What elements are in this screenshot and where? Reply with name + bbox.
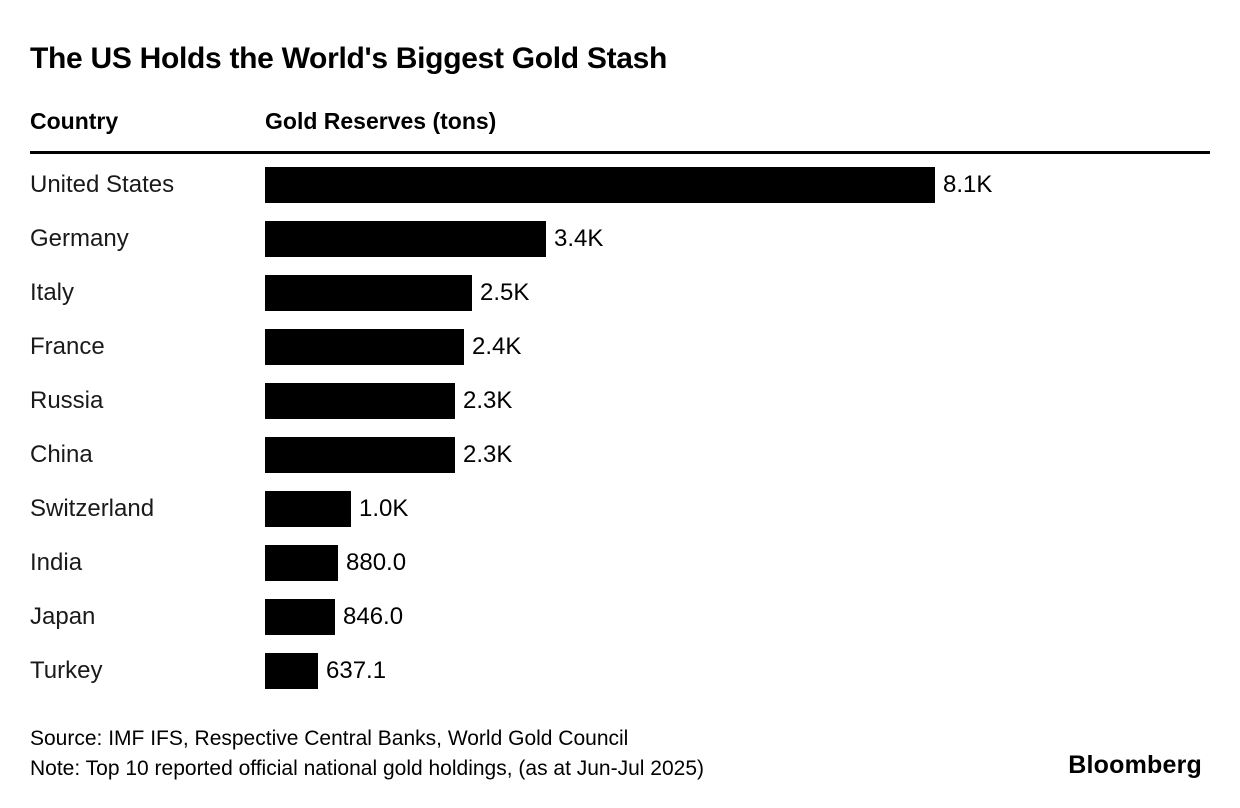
bloomberg-logo: Bloomberg <box>1068 751 1202 779</box>
chart-footer: Source: IMF IFS, Respective Central Bank… <box>30 724 1210 784</box>
bar <box>265 167 935 203</box>
note-text: Note: Top 10 reported official national … <box>30 757 704 780</box>
country-label: China <box>30 441 93 468</box>
country-label: Japan <box>30 603 96 630</box>
chart-row: Japan 846.0 <box>30 590 1210 644</box>
value-label: 880.0 <box>346 549 407 576</box>
bar-wrap: 8.1K <box>265 167 1210 203</box>
bar <box>265 329 464 365</box>
country-label: United States <box>30 171 175 198</box>
header-divider <box>30 151 1210 154</box>
country-label: France <box>30 333 105 360</box>
chart-title: The US Holds the World's Biggest Gold St… <box>30 42 668 75</box>
value-label: 1.0K <box>359 495 409 522</box>
bar-wrap: 1.0K <box>265 491 1210 527</box>
chart-row: Switzerland 1.0K <box>30 482 1210 536</box>
column-headers: Country Gold Reserves (tons) <box>30 108 1210 135</box>
value-label: 3.4K <box>554 225 604 252</box>
value-label: 2.3K <box>463 441 513 468</box>
bar-wrap: 2.3K <box>265 383 1210 419</box>
chart-row: Germany 3.4K <box>30 212 1210 266</box>
bar <box>265 599 335 635</box>
value-label: 2.4K <box>472 333 522 360</box>
chart-row: China 2.3K <box>30 428 1210 482</box>
chart-row: Italy 2.5K <box>30 266 1210 320</box>
bar-wrap: 880.0 <box>265 545 1210 581</box>
bar <box>265 221 546 257</box>
bar-wrap: 3.4K <box>265 221 1210 257</box>
chart-row: Russia 2.3K <box>30 374 1210 428</box>
bar <box>265 437 455 473</box>
bar <box>265 653 318 689</box>
bar-wrap: 846.0 <box>265 599 1210 635</box>
bar-wrap: 2.5K <box>265 275 1210 311</box>
value-label: 2.3K <box>463 387 513 414</box>
bar-wrap: 2.4K <box>265 329 1210 365</box>
column-header-country: Country <box>30 108 119 134</box>
country-label: Switzerland <box>30 495 155 522</box>
source-text: Source: IMF IFS, Respective Central Bank… <box>30 727 629 750</box>
chart-row: India 880.0 <box>30 536 1210 590</box>
bar-wrap: 637.1 <box>265 653 1210 689</box>
value-label: 846.0 <box>343 603 404 630</box>
value-label: 2.5K <box>480 279 530 306</box>
country-label: Italy <box>30 279 75 306</box>
value-label: 8.1K <box>943 171 993 198</box>
country-label: Turkey <box>30 657 103 684</box>
value-label: 637.1 <box>326 657 387 684</box>
bar <box>265 275 472 311</box>
chart-row: France 2.4K <box>30 320 1210 374</box>
bar <box>265 545 338 581</box>
country-label: Russia <box>30 387 104 414</box>
bar <box>265 383 455 419</box>
chart-rows: United States 8.1K Germany 3.4K Italy 2.5K Fra… <box>30 158 1210 698</box>
country-label: Germany <box>30 225 129 252</box>
chart-row: United States 8.1K <box>30 158 1210 212</box>
bar <box>265 491 351 527</box>
chart-row: Turkey 637.1 <box>30 644 1210 698</box>
bar-wrap: 2.3K <box>265 437 1210 473</box>
column-header-value: Gold Reserves (tons) <box>265 108 497 134</box>
country-label: India <box>30 549 83 576</box>
